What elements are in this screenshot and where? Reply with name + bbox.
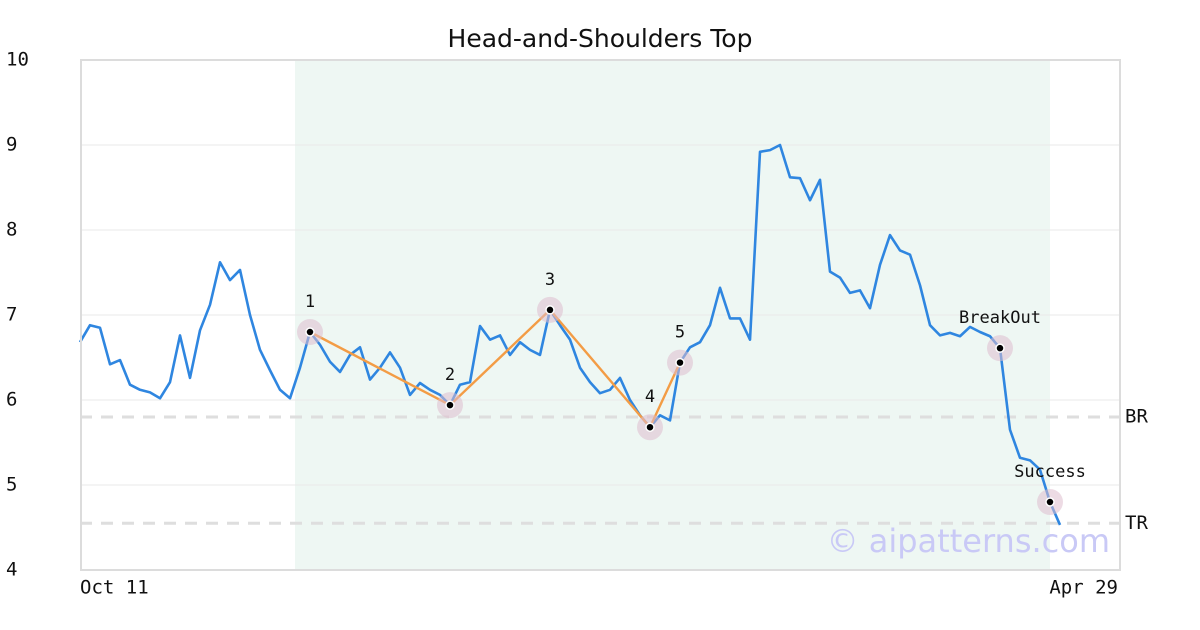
point-label: BreakOut	[959, 308, 1041, 328]
x-tick-label: Apr 29	[1049, 577, 1118, 599]
point-marker	[445, 400, 455, 410]
point-label: 2	[445, 365, 455, 385]
point-label: 4	[645, 387, 655, 407]
point-label: 3	[545, 270, 555, 290]
y-tick-label: 7	[6, 304, 17, 326]
text-layer: 4 5 6 7 8 9 10 Oct 11 Apr 29 BR TR 1 2 3 4 5 BreakOut Suc…	[6, 49, 1148, 599]
y-tick-label: 10	[6, 49, 29, 71]
point-label: 5	[675, 323, 685, 343]
point-marker	[995, 343, 1005, 353]
y-tick-label: 9	[6, 134, 17, 156]
y-tick-label: 5	[6, 474, 17, 496]
price-line	[78, 143, 1062, 526]
line-layer	[78, 143, 1062, 526]
point-label: Success	[1014, 462, 1086, 482]
y-tick-label: 8	[6, 219, 17, 241]
reference-label: TR	[1125, 512, 1148, 534]
point-marker	[645, 422, 655, 432]
point-marker	[545, 305, 555, 315]
point-marker	[305, 327, 315, 337]
reference-label: BR	[1125, 406, 1148, 428]
watermark: © aipatterns.com	[827, 522, 1110, 560]
plot-frame	[80, 59, 1121, 571]
point-label: 1	[305, 292, 315, 312]
pattern-layer	[297, 296, 1063, 515]
x-tick-label: Oct 11	[80, 577, 149, 599]
y-tick-label: 4	[6, 559, 17, 581]
y-tick-label: 6	[6, 389, 17, 411]
chart-title: Head-and-Shoulders Top	[448, 24, 753, 53]
point-marker	[1045, 497, 1055, 507]
point-marker	[675, 357, 685, 368]
reference-layer	[80, 415, 1120, 525]
